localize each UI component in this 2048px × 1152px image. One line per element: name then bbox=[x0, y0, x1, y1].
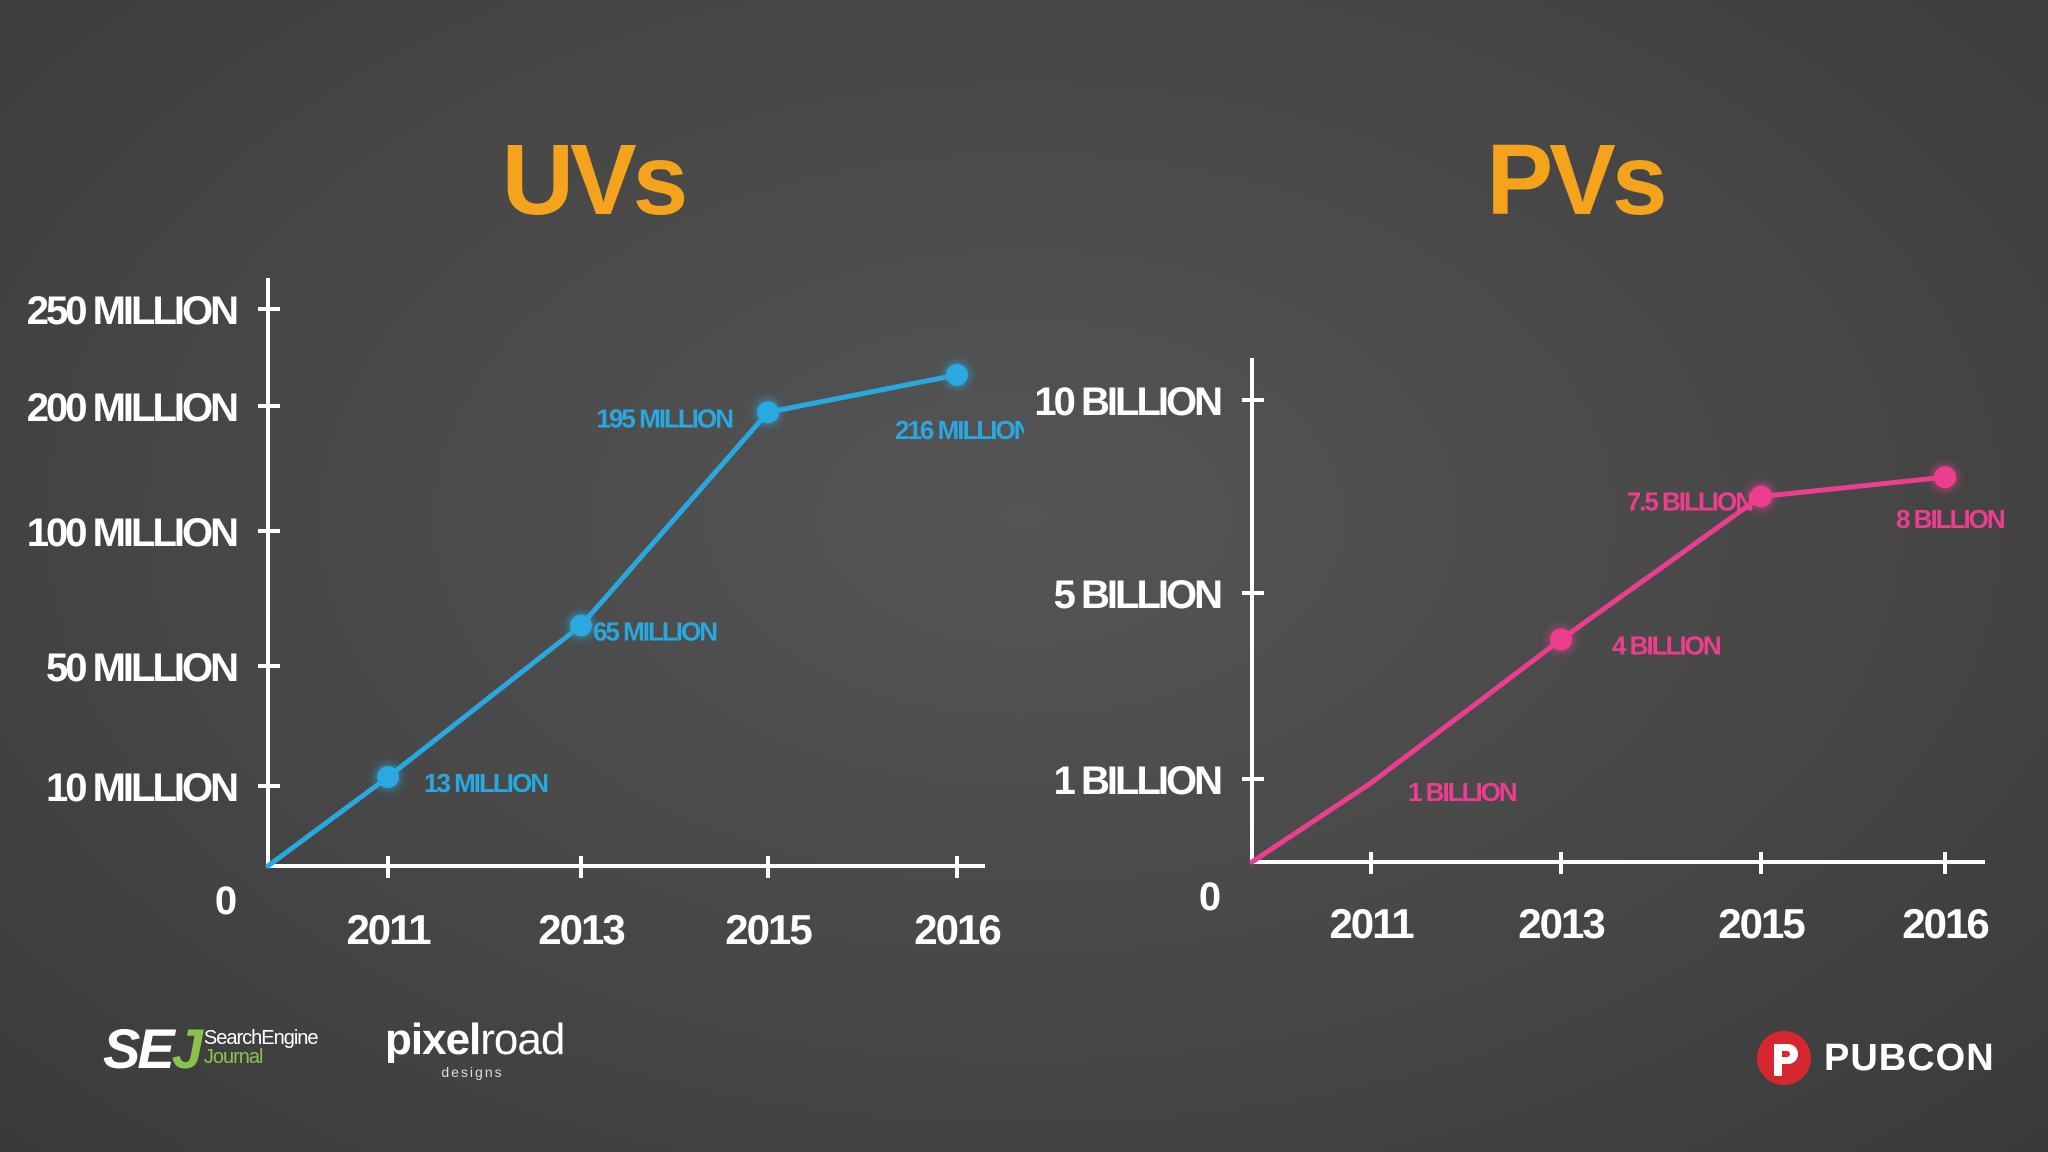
pv-y-tick-label: 10 BILLION bbox=[1034, 380, 1221, 424]
pv-series-line bbox=[1249, 474, 1948, 865]
uv-data-point bbox=[377, 766, 399, 788]
pv-y-tick-label: 1 BILLION bbox=[1054, 759, 1221, 803]
uv-x-tick-label: 2011 bbox=[346, 906, 431, 953]
uv-data-point bbox=[757, 401, 779, 424]
uv-y-tick-label: 10 MILLION bbox=[46, 766, 237, 810]
pv-x-tick-label: 2011 bbox=[1329, 900, 1414, 947]
uv-x-tick-label: 2015 bbox=[725, 906, 812, 953]
pv-origin-label: 0 bbox=[1199, 875, 1221, 919]
uv-data-label: 13 MILLION bbox=[424, 768, 548, 798]
uv-data-point bbox=[570, 614, 592, 637]
uv-y-tick-label: 200 MILLION bbox=[27, 386, 237, 430]
uv-chart-title: UVs bbox=[501, 124, 689, 236]
sej-wordmark: SearchEngine Journal bbox=[203, 1027, 319, 1068]
pixelroad-logo: pixelroad designs bbox=[385, 1015, 565, 1081]
pv-x-tick-label: 2013 bbox=[1518, 900, 1604, 947]
pv-data-label: 4 BILLION bbox=[1612, 631, 1721, 661]
pv-x-tick-label: 2016 bbox=[1902, 900, 1988, 947]
pv-data-label: 1 BILLION bbox=[1408, 777, 1517, 807]
uv-origin-label: 0 bbox=[215, 879, 237, 923]
sej-mark: SEJ bbox=[103, 1016, 203, 1080]
uv-x-tick-label: 2016 bbox=[914, 906, 1000, 953]
uv-data-label: 195 MILLION bbox=[597, 403, 734, 433]
uv-y-tick-label: 250 MILLION bbox=[27, 289, 237, 333]
search-engine-journal-logo: SEJ SearchEngine Journal bbox=[103, 1017, 319, 1080]
pv-data-label: 8 BILLION bbox=[1896, 504, 2005, 534]
pv-chart-title: PVs bbox=[1486, 124, 1667, 236]
pv-data-point bbox=[1550, 628, 1572, 651]
pv-y-tick-label: 5 BILLION bbox=[1054, 573, 1221, 617]
uv-data-label: 65 MILLION bbox=[593, 617, 717, 647]
pv-line-chart: 1 BILLION 5 BILLION 10 BILLION 0 2011 2013 201… bbox=[1034, 380, 2007, 947]
pv-x-tick-label: 2015 bbox=[1718, 900, 1805, 947]
uv-data-point bbox=[946, 363, 968, 386]
pv-data-point bbox=[1934, 466, 1956, 489]
pv-data-point bbox=[1750, 485, 1772, 508]
pubcon-icon bbox=[1757, 1031, 1811, 1085]
uv-data-label: 216 MILLION bbox=[895, 415, 1024, 445]
uv-y-tick-label: 50 MILLION bbox=[46, 646, 237, 690]
pv-data-label: 7.5 BILLION bbox=[1627, 487, 1754, 517]
uv-x-tick-label: 2013 bbox=[538, 906, 624, 953]
uv-y-tick-label: 100 MILLION bbox=[27, 511, 237, 555]
uv-line-chart: 10 MILLION 50 MILLION 100 MILLION 200 MILLI… bbox=[27, 278, 1024, 953]
pubcon-logo: PUBCON bbox=[1756, 1030, 1995, 1086]
